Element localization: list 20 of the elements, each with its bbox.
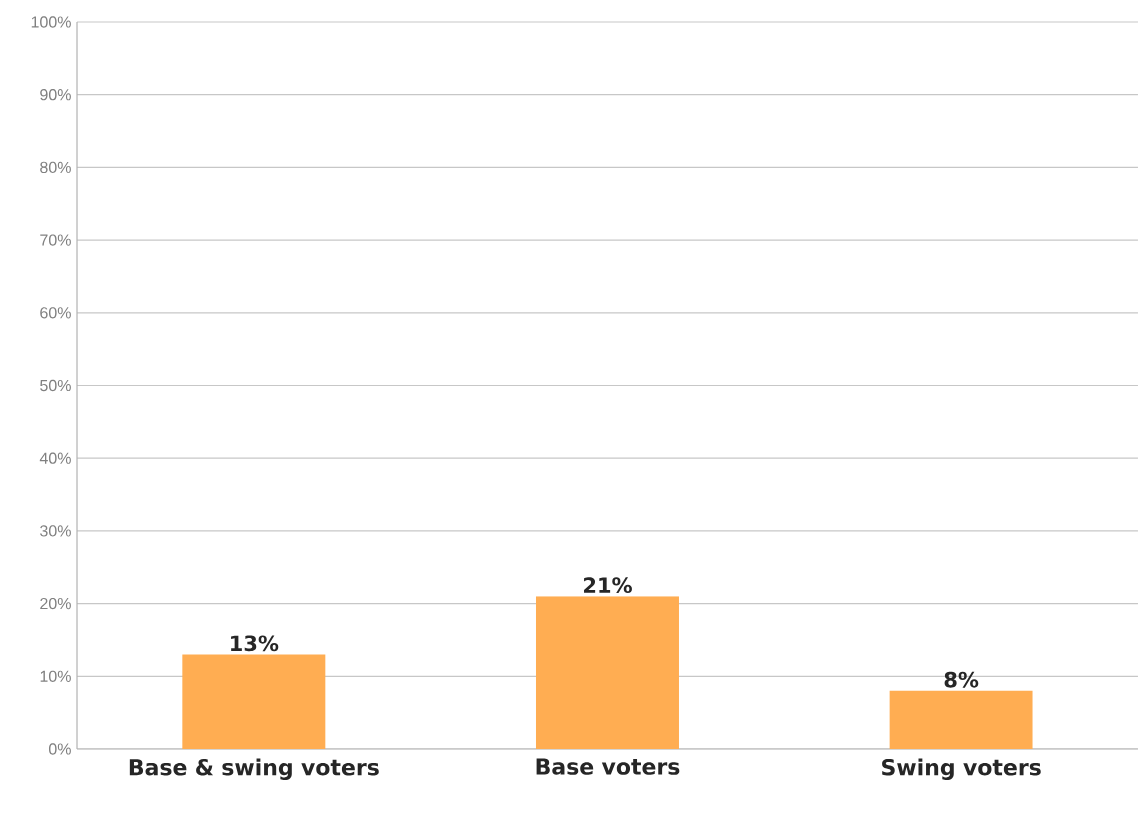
y-tick-label: 0% bbox=[48, 743, 71, 755]
y-tick-label: 20% bbox=[40, 597, 71, 610]
y-tick-label: 100% bbox=[31, 16, 71, 28]
data-label: 13% bbox=[231, 635, 279, 652]
y-tick-label: 80% bbox=[40, 161, 71, 174]
x-tick-label: Base voters bbox=[536, 758, 680, 775]
data-label: 8% bbox=[944, 671, 979, 688]
bar bbox=[889, 690, 1033, 749]
y-tick-label: 70% bbox=[40, 234, 71, 246]
x-tick-label: Base & swing voters bbox=[129, 758, 379, 780]
y-tick-label: 30% bbox=[40, 525, 71, 537]
data-label: 21% bbox=[584, 577, 632, 594]
y-tick-label: 40% bbox=[39, 452, 71, 464]
y-tick-label: 60% bbox=[40, 307, 71, 319]
y-tick-label: 50% bbox=[40, 379, 71, 392]
bar bbox=[535, 596, 679, 749]
y-tick-label: 90% bbox=[40, 89, 71, 101]
x-tick-label: Swing voters bbox=[882, 758, 1041, 780]
y-tick-label: 10% bbox=[40, 670, 71, 682]
bar bbox=[182, 654, 326, 749]
